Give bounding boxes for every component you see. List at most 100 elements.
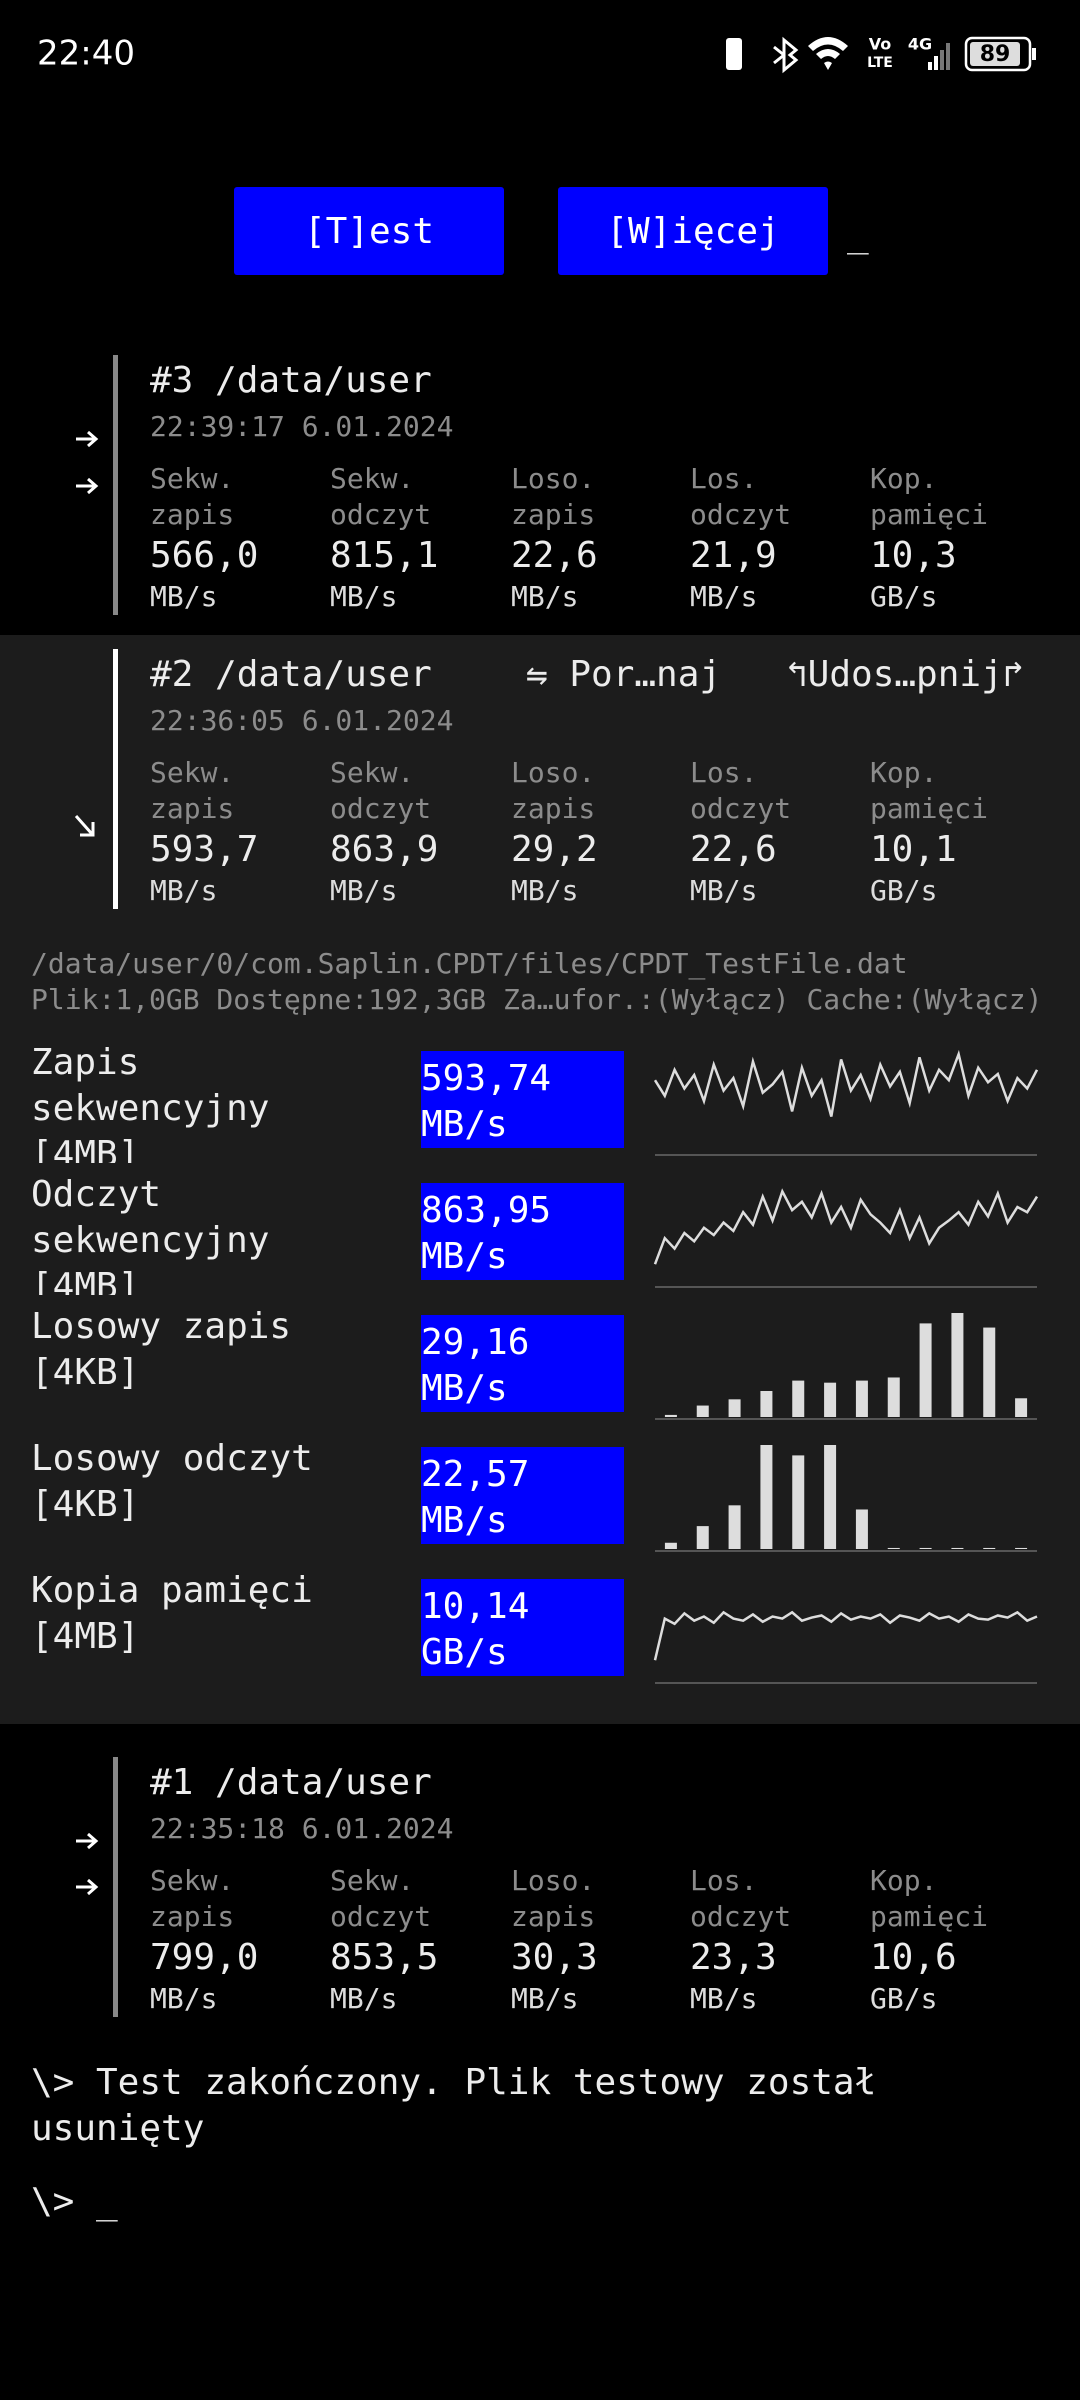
console-line: Test zakończony. Plik testowy został: [96, 2062, 876, 2103]
button[interactable]: [W]ięcej: [558, 187, 828, 275]
button-label[interactable]: [T]est: [304, 211, 434, 252]
metric-value: 815,1: [330, 535, 438, 576]
histogram-bar: [983, 1327, 996, 1417]
metric-unit: MB/s: [690, 874, 757, 907]
row-label-line: Odczyt: [31, 1174, 161, 1215]
metric-label: odczyt: [690, 498, 791, 531]
metric-value: 30,3: [511, 1937, 598, 1978]
button-background[interactable]: [558, 187, 828, 275]
metric-label: odczyt: [330, 498, 431, 531]
metric-unit: MB/s: [690, 580, 757, 613]
metric-label: Kop.: [870, 1864, 937, 1897]
metric-label: pamięci: [870, 1900, 988, 1933]
result-marker-bar: [113, 1757, 118, 2017]
metric-value: 10,1: [870, 829, 957, 870]
metric-unit: MB/s: [330, 874, 397, 907]
result-marker-bar: [113, 649, 118, 909]
metric-unit: GB/s: [870, 1982, 937, 2015]
result-timestamp: 22:36:05 6.01.2024: [150, 704, 453, 737]
metric-value: 10,3: [870, 535, 957, 576]
metric-label: Sekw.: [150, 1864, 234, 1897]
network-icon: 4G: [908, 35, 932, 54]
result-box: [421, 1447, 624, 1544]
histogram-bar: [664, 1542, 677, 1549]
metric-unit: MB/s: [511, 1982, 578, 2015]
metric-value: 863,9: [330, 829, 438, 870]
console-prompt: \>: [31, 2181, 74, 2222]
histogram-bar: [887, 1547, 900, 1549]
metric-label: zapis: [511, 792, 595, 825]
result-box-text: 22,57: [421, 1454, 529, 1495]
result-box-text: 10,14: [421, 1586, 529, 1627]
metric-label: Loso.: [511, 756, 595, 789]
metric-label: Los.: [690, 462, 757, 495]
metric-unit: GB/s: [870, 580, 937, 613]
metric-unit: MB/s: [150, 874, 217, 907]
metric-label: zapis: [150, 1900, 234, 1933]
metric-unit: MB/s: [511, 874, 578, 907]
metric-label: odczyt: [330, 1900, 431, 1933]
histogram-bar: [1015, 1547, 1028, 1549]
metric-value: 29,2: [511, 829, 598, 870]
result-box-text: MB/s: [421, 1500, 508, 1541]
metric-label: Kop.: [870, 462, 937, 495]
metric-label: pamięci: [870, 498, 988, 531]
metric-label: zapis: [150, 498, 234, 531]
selection-arrow: [76, 477, 99, 495]
wifi-icon: [808, 37, 848, 70]
metric-value: 23,3: [690, 1937, 777, 1978]
result-box: [421, 1579, 624, 1676]
file-info: Plik:1,0GB Dostępne:192,3GB Za…ufor.:(Wy…: [31, 983, 1042, 1016]
result-timestamp: 22:39:17 6.01.2024: [150, 410, 453, 443]
selection-arrow: [76, 1832, 99, 1850]
metric-unit: GB/s: [870, 874, 937, 907]
metric-label: zapis: [511, 498, 595, 531]
metric-value: 566,0: [150, 535, 258, 576]
sparkline: [653, 1610, 1038, 1661]
histogram-bar: [792, 1455, 805, 1549]
battery-level: [970, 42, 1020, 66]
result-action[interactable]: ↰Udos…pnij↱: [786, 654, 1024, 695]
result-marker-bar: [113, 355, 118, 615]
metric-label: odczyt: [690, 1900, 791, 1933]
row-label-line: sekwencyjny: [31, 1220, 269, 1261]
bluetooth-icon: [773, 36, 799, 74]
histogram-bar: [664, 1414, 677, 1417]
metric-label: Los.: [690, 756, 757, 789]
row-label: Losowy odczyt [4KB]: [31, 1438, 313, 1525]
signal-bar: [940, 50, 944, 70]
metric-unit: MB/s: [690, 1982, 757, 2015]
button[interactable]: [T]est: [234, 187, 504, 275]
histogram-bar: [824, 1445, 837, 1549]
metric-label: Loso.: [511, 1864, 595, 1897]
histogram-bar: [951, 1313, 964, 1417]
signal-bar: [928, 62, 932, 70]
row-label: Losowy zapis [4KB]: [31, 1306, 291, 1393]
metric-unit: MB/s: [330, 580, 397, 613]
metric-value: 799,0: [150, 1937, 258, 1978]
button-label[interactable]: [W]ięcej: [606, 211, 779, 252]
status-icons: Vo LTE 4G: [726, 35, 1036, 74]
row-label-line: Kopia pamięci: [31, 1570, 313, 1611]
metric-label: odczyt: [690, 792, 791, 825]
result-box: [421, 1315, 624, 1412]
row-label: Kopia pamięci [4MB]: [31, 1570, 313, 1657]
console-line: _: [96, 2181, 118, 2222]
metric-label: Los.: [690, 1864, 757, 1897]
sparkline: [653, 1188, 1039, 1265]
sparkline: [653, 1049, 1039, 1117]
button-background[interactable]: [234, 187, 504, 275]
histogram-bar: [760, 1445, 773, 1549]
metric-label: Sekw.: [330, 756, 414, 789]
metric-label: Sekw.: [330, 462, 414, 495]
metric-unit: MB/s: [150, 1982, 217, 2015]
console-prompt: \>: [31, 2062, 74, 2103]
result-action[interactable]: ⇋ Por…naj: [526, 654, 721, 695]
result-title: #1 /data/user: [150, 1762, 432, 1803]
result-box-text: 593,74: [421, 1058, 551, 1099]
metric-label: Sekw.: [150, 462, 234, 495]
volte-icon: Vo: [869, 35, 892, 54]
result-box-text: MB/s: [421, 1236, 508, 1277]
metric-value: 593,7: [150, 829, 258, 870]
